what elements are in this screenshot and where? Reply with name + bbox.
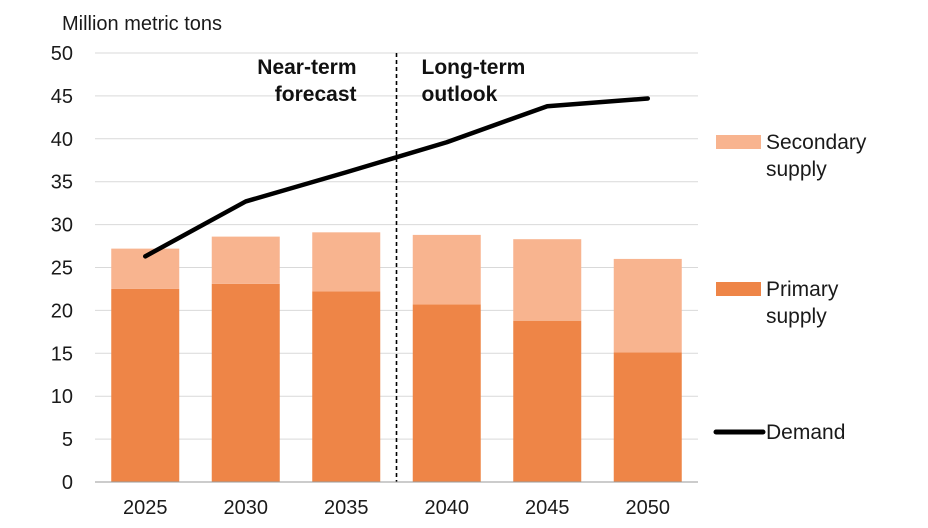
bar-secondary-supply-2050 bbox=[613, 258, 682, 353]
y-tick-label: 45 bbox=[51, 86, 73, 108]
annotation-near-term: Near-term forecast bbox=[257, 56, 356, 106]
legend-label-line: supply bbox=[766, 305, 827, 328]
legend: Secondary supply Primary supply Demand bbox=[713, 131, 867, 444]
bar-primary-supply-2025 bbox=[111, 288, 180, 482]
bar-secondary-supply-2035 bbox=[312, 232, 381, 292]
bar-primary-supply-2040 bbox=[412, 304, 481, 482]
annotation-long-term: Long-term outlook bbox=[422, 56, 526, 106]
bar-primary-supply-2050 bbox=[613, 352, 682, 482]
y-axis-title: Million metric tons bbox=[62, 13, 222, 35]
legend-label-demand: Demand bbox=[766, 421, 845, 444]
y-tick-label: 40 bbox=[51, 129, 73, 151]
legend-label-line: supply bbox=[766, 158, 827, 181]
x-tick-label: 2035 bbox=[324, 497, 369, 519]
demand-line bbox=[143, 96, 650, 259]
legend-label-line: Primary bbox=[766, 278, 839, 301]
bar-primary-supply-2030 bbox=[211, 283, 280, 482]
legend-swatch-secondary-supply bbox=[716, 135, 761, 149]
y-tick-label: 15 bbox=[51, 343, 73, 365]
y-tick-label: 0 bbox=[62, 472, 73, 494]
annotation-line: Near-term bbox=[257, 56, 356, 79]
y-tick-label: 20 bbox=[51, 300, 73, 322]
bar-secondary-supply-2030 bbox=[211, 236, 280, 284]
annotations: Near-term forecast Long-term outlook bbox=[257, 56, 525, 106]
x-axis-ticks: 2025 2030 2035 2040 2045 2050 bbox=[123, 497, 670, 519]
y-tick-label: 5 bbox=[62, 429, 73, 451]
y-tick-label: 50 bbox=[51, 43, 73, 65]
bar-secondary-supply-2045 bbox=[513, 239, 582, 321]
annotation-line: forecast bbox=[275, 83, 357, 106]
y-tick-label: 35 bbox=[51, 172, 73, 194]
legend-swatch-primary-supply bbox=[716, 282, 761, 296]
y-tick-label: 10 bbox=[51, 386, 73, 408]
bar-primary-supply-2035 bbox=[312, 291, 381, 482]
annotation-line: outlook bbox=[422, 83, 498, 106]
bars bbox=[111, 232, 682, 482]
legend-label-line: Secondary bbox=[766, 131, 867, 154]
annotation-line: Long-term bbox=[422, 56, 526, 79]
y-tick-label: 25 bbox=[51, 258, 73, 280]
demand-series bbox=[143, 96, 650, 259]
legend-label-line: Demand bbox=[766, 421, 845, 444]
y-axis-ticks: 0 5 10 15 20 25 30 35 40 45 50 bbox=[51, 43, 73, 494]
legend-label-primary-supply: Primary supply bbox=[766, 278, 839, 328]
x-tick-label: 2040 bbox=[425, 497, 470, 519]
x-tick-label: 2025 bbox=[123, 497, 168, 519]
legend-label-secondary-supply: Secondary supply bbox=[766, 131, 867, 181]
y-tick-label: 30 bbox=[51, 215, 73, 237]
bar-secondary-supply-2040 bbox=[412, 234, 481, 305]
x-tick-label: 2050 bbox=[626, 497, 671, 519]
x-tick-label: 2030 bbox=[224, 497, 269, 519]
x-tick-label: 2045 bbox=[525, 497, 570, 519]
bar-primary-supply-2045 bbox=[513, 320, 582, 482]
